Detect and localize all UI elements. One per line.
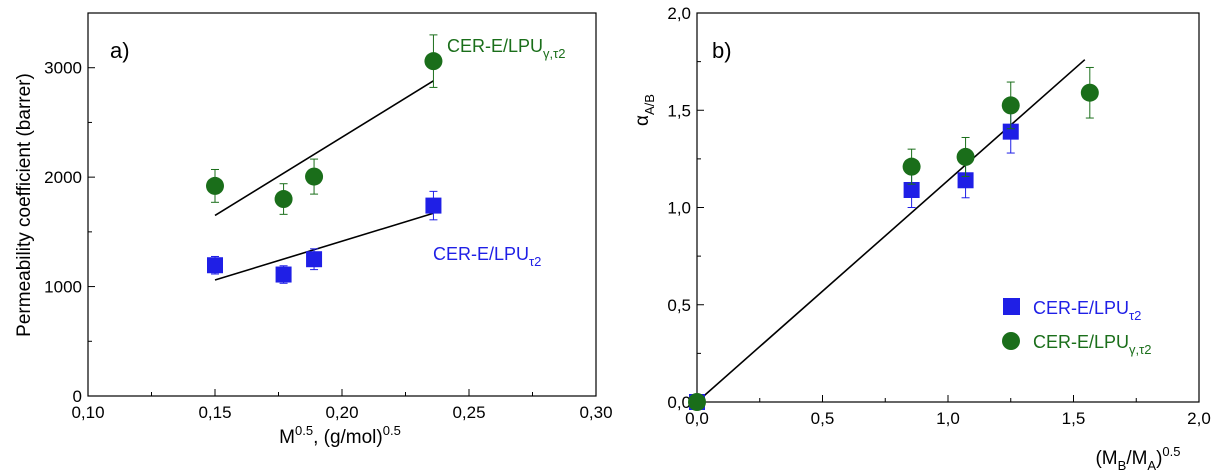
chart-a-x-label-mid: , (g/mol) [313, 427, 383, 448]
chart-a-x-axis-label: M0.5, (g/mol)0.5 [279, 423, 401, 448]
x-tick-label: 1,0 [936, 409, 960, 428]
chart-b-panel-label: b) [712, 38, 732, 63]
y-tick-label: 0,0 [667, 393, 691, 412]
legend-circle-marker [1002, 332, 1020, 350]
chart-a-axes: 0,10 0,15 0,20 0,25 0,30 0 1000 2000 3000 [44, 59, 612, 422]
chart-b-x-axis-label: (MB/MA)0.5 [1095, 444, 1180, 470]
chart-a-x-label-sup2: 0.5 [383, 423, 401, 438]
data-point-circle [274, 190, 293, 209]
chart-b-legend: CER-E/LPUτ2 CER-E/LPUγ,τ2 [1002, 298, 1152, 357]
chart-b-x-label-sub1: B [1118, 458, 1127, 470]
series-label-sub: τ2 [529, 254, 541, 269]
x-tick-label: 2,0 [1187, 409, 1211, 428]
x-tick-label: 0,10 [71, 403, 104, 422]
chart-b-marks [688, 66, 1099, 411]
chart-a-y-axis-label: Permeability coefficient (barrer) [14, 73, 35, 337]
legend-square-marker [1003, 298, 1020, 315]
x-tick-label: 0,0 [685, 409, 709, 428]
fit-line [214, 80, 434, 217]
data-point-circle [1001, 96, 1020, 115]
chart-a-frame [87, 12, 597, 397]
y-tick-label: 0,5 [667, 296, 691, 315]
y-tick-label: 2000 [44, 168, 82, 187]
legend-entry-base: CER-E/LPU [1033, 298, 1129, 318]
legend-entry-green: CER-E/LPUγ,τ2 [1033, 332, 1152, 357]
y-tick-label: 1,0 [667, 199, 691, 218]
chart-a-fit-lines [214, 80, 434, 281]
data-point-square [275, 266, 292, 283]
data-point-square [1002, 123, 1019, 140]
data-point-circle [1080, 83, 1099, 102]
chart-b-x-label-sup: 0.5 [1162, 444, 1180, 459]
data-point-square [903, 181, 920, 198]
chart-b: 0,0 0,5 1,0 1,5 2,0 0,0 0,5 1,0 1,5 2,0 b) αA/B (… [632, 4, 1211, 470]
series-label-sub: γ,τ2 [543, 46, 565, 61]
legend-entry-blue: CER-E/LPUτ2 [1033, 298, 1141, 323]
series-label-base: CER-E/LPU [447, 36, 543, 56]
series-label-base: CER-E/LPU [433, 244, 529, 264]
data-point-square [425, 197, 442, 214]
legend-entry-base: CER-E/LPU [1033, 332, 1129, 352]
chart-a-panel-label: a) [110, 38, 130, 63]
legend-entry-sub: γ,τ2 [1129, 342, 1151, 357]
data-point-circle [902, 157, 921, 176]
chart-b-y-label-base: α [632, 115, 653, 126]
chart-b-y-axis-label: αA/B [632, 94, 657, 126]
x-tick-label: 0,5 [811, 409, 835, 428]
fit-line [696, 59, 1086, 403]
chart-a-series-label-blue: CER-E/LPUτ2 [433, 244, 541, 269]
data-point-circle [305, 167, 324, 186]
chart-b-x-label-mid: /M [1126, 448, 1147, 469]
y-tick-label: 3000 [44, 59, 82, 78]
chart-b-x-label-sub2: A [1147, 458, 1156, 470]
data-point-circle [424, 52, 443, 71]
x-tick-label: 1,5 [1062, 409, 1086, 428]
data-point-square [306, 251, 323, 268]
chart-b-x-label-end: ) [1156, 448, 1162, 469]
chart-b-axes: 0,0 0,5 1,0 1,5 2,0 0,0 0,5 1,0 1,5 2,0 [667, 4, 1210, 428]
x-tick-label: 0,30 [579, 403, 612, 422]
legend-entry-sub: τ2 [1129, 308, 1141, 323]
chart-b-x-label-base: (M [1095, 448, 1117, 469]
chart-a-x-label-sup: 0.5 [295, 423, 313, 438]
data-point-circle [206, 176, 224, 195]
chart-a: 0,10 0,15 0,20 0,25 0,30 0 1000 2000 3000 a) Per… [14, 12, 613, 448]
y-tick-label: 2,0 [667, 4, 691, 23]
chart-a-marks [206, 34, 443, 284]
data-point-circle [956, 147, 975, 166]
y-tick-label: 0 [73, 387, 82, 406]
y-tick-label: 1000 [44, 278, 82, 297]
x-tick-label: 0,20 [325, 403, 358, 422]
chart-b-fit-lines [696, 59, 1086, 403]
chart-b-y-label-sub: A/B [642, 94, 657, 115]
fit-line [214, 212, 434, 281]
chart-a-x-label-base: M [279, 427, 295, 448]
y-tick-label: 1,5 [667, 101, 691, 120]
x-tick-label: 0,15 [198, 403, 231, 422]
data-point-square [207, 257, 223, 274]
chart-a-series-label-green: CER-E/LPUγ,τ2 [447, 36, 566, 61]
x-tick-label: 0,25 [452, 403, 485, 422]
data-point-circle [688, 393, 706, 411]
